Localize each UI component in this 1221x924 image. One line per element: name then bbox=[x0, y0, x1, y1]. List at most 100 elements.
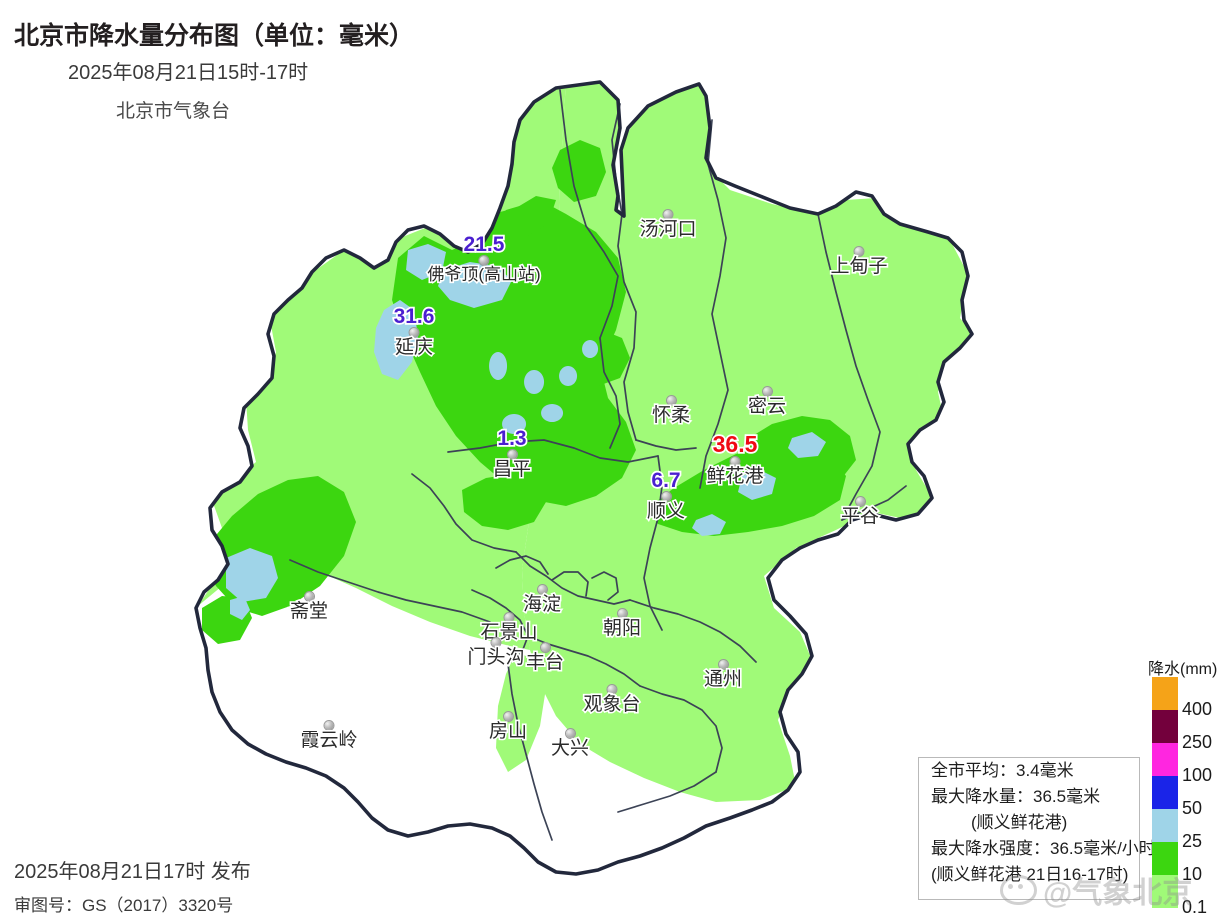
station-value: 6.7 bbox=[650, 468, 683, 492]
legend-label: 25 bbox=[1182, 831, 1203, 851]
district-line-inner-haidian-a bbox=[495, 555, 549, 575]
station-marker-icon bbox=[565, 729, 575, 738]
station-label: 门头沟 bbox=[466, 638, 526, 669]
band-25-fuyeding-blob bbox=[438, 262, 512, 308]
summary-line: (顺义鲜花港 21日16-17时) bbox=[931, 865, 1129, 884]
band-0p1-chaoyang-dot bbox=[621, 638, 648, 670]
station-marker-icon bbox=[537, 585, 547, 594]
station-name: 顺义 bbox=[645, 500, 686, 523]
station-label: 密云 bbox=[746, 387, 788, 418]
district-line-changping-top bbox=[447, 439, 659, 463]
district-line-inner-xicheng bbox=[551, 571, 589, 597]
station-label: 观象台 bbox=[582, 685, 642, 716]
station-name: 怀柔 bbox=[650, 404, 691, 427]
station-name: 汤河口 bbox=[638, 218, 698, 241]
district-line-fangshan-daxing bbox=[507, 663, 553, 841]
legend-label: 0.1 bbox=[1182, 897, 1208, 917]
station-label: 房山 bbox=[487, 712, 529, 743]
band-25-changping-dot3 bbox=[559, 366, 578, 386]
station-name: 朝阳 bbox=[601, 617, 642, 640]
summary-line: 全市平均：3.4毫米 bbox=[931, 761, 1074, 780]
station-name: 佛爷顶(高山站) bbox=[426, 264, 543, 285]
station-name: 上甸子 bbox=[829, 255, 889, 278]
station-marker-icon bbox=[504, 613, 514, 622]
station-marker-icon bbox=[854, 247, 864, 256]
summary-line: 最大降水量：36.5毫米 bbox=[931, 787, 1101, 806]
station-marker-icon bbox=[762, 387, 772, 396]
legend-label: 100 bbox=[1182, 765, 1213, 785]
band-25-xianhuagang-blob bbox=[738, 470, 776, 500]
station-label: 霞云岭 bbox=[299, 721, 359, 752]
band-10-changping-nw bbox=[462, 474, 546, 530]
station-label: 大兴 bbox=[549, 729, 591, 760]
station-label: 怀柔 bbox=[650, 396, 692, 427]
band-25-changping-dot4 bbox=[582, 340, 599, 358]
legend-color-bar bbox=[1152, 677, 1178, 908]
station-marker-icon bbox=[304, 592, 314, 601]
station-value: 21.5 bbox=[462, 232, 506, 256]
band-0p1-guanxiangtai-dot bbox=[621, 672, 644, 698]
legend-label: 250 bbox=[1182, 732, 1213, 752]
band-25-group bbox=[226, 244, 826, 620]
station-marker-icon bbox=[730, 457, 740, 466]
city-outline bbox=[194, 80, 974, 876]
band-25-zhaitang-lake bbox=[226, 548, 278, 602]
station-max-value: 36.5 bbox=[711, 431, 759, 457]
station-label: 朝阳 bbox=[601, 609, 643, 640]
station-marker-icon bbox=[666, 396, 676, 405]
band-25-changping-dot5 bbox=[541, 404, 564, 422]
district-line-chaoyang-tongzhou bbox=[629, 599, 757, 663]
station-label: 海淀 bbox=[521, 585, 563, 616]
band-25-changping-dot6 bbox=[502, 414, 527, 434]
station-name: 密云 bbox=[746, 395, 787, 418]
station-name: 昌平 bbox=[491, 458, 532, 481]
district-boundaries-layer bbox=[289, 89, 907, 841]
legend-swatch bbox=[1152, 875, 1178, 908]
band-25-miyun-blob bbox=[788, 432, 826, 458]
district-line-miyun-pinggu bbox=[817, 213, 881, 521]
station-marker-icon bbox=[503, 712, 513, 721]
station-marker-icon bbox=[855, 497, 865, 506]
station-label: 平谷 bbox=[839, 497, 881, 528]
station-name: 门头沟 bbox=[466, 646, 526, 669]
summary-line: (顺义鲜花港) bbox=[971, 813, 1068, 832]
district-line-changping-west bbox=[411, 473, 517, 553]
station-label: 上甸子 bbox=[829, 247, 889, 278]
station-name: 平谷 bbox=[839, 505, 880, 528]
summary-line: 最大降水强度：36.5毫米/小时 bbox=[931, 839, 1156, 858]
district-line-pinggu-east bbox=[841, 485, 907, 521]
band-25-xianhuagang-blob2 bbox=[692, 514, 726, 536]
station-name: 延庆 bbox=[393, 336, 434, 359]
district-line-inner-dongcheng bbox=[591, 571, 619, 601]
legend-swatch bbox=[1152, 710, 1178, 743]
station-value: 31.6 bbox=[392, 304, 436, 328]
legend-swatch bbox=[1152, 842, 1178, 875]
station-name: 大兴 bbox=[549, 737, 590, 760]
precipitation-bands-layer bbox=[198, 82, 972, 802]
legend-label: 10 bbox=[1182, 864, 1203, 884]
station-label: 21.5 佛爷顶(高山站) bbox=[426, 232, 543, 285]
band-25-yanqing-edge bbox=[406, 244, 446, 280]
station-marker-icon bbox=[409, 328, 419, 337]
district-line-mentougou bbox=[289, 559, 491, 623]
station-marker-icon bbox=[617, 609, 627, 618]
station-label: 丰台 bbox=[524, 643, 566, 674]
band-25-changping-dot2 bbox=[524, 370, 545, 394]
legend-swatch bbox=[1152, 776, 1178, 809]
station-name: 霞云岭 bbox=[299, 729, 359, 752]
legend-swatch bbox=[1152, 743, 1178, 776]
release-time: 2025年08月21日17时 发布 bbox=[14, 861, 251, 883]
station-marker-icon bbox=[479, 256, 489, 265]
band-0p1-shangdianzi-dot2 bbox=[888, 252, 905, 274]
district-line-daxing-tongzhou bbox=[639, 685, 723, 773]
band-0p1-shangdianzi-dot bbox=[896, 334, 921, 362]
band-25-changping-dot bbox=[489, 352, 508, 380]
legend-swatch bbox=[1152, 809, 1178, 842]
station-label: 36.5 鲜花港 bbox=[705, 431, 765, 488]
station-label: 1.3 昌平 bbox=[491, 426, 532, 481]
station-marker-icon bbox=[540, 643, 550, 652]
district-line-haidian-ring bbox=[515, 551, 631, 605]
station-label: 汤河口 bbox=[638, 210, 698, 241]
station-name: 观象台 bbox=[582, 693, 642, 716]
